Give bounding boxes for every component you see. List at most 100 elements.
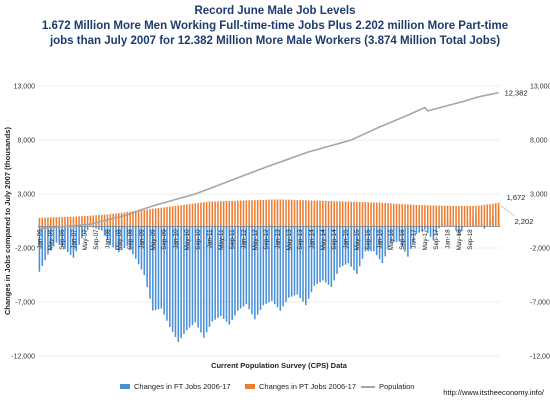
- pt-bar: [251, 200, 253, 227]
- ft-bar: [117, 226, 120, 253]
- pt-bar: [95, 215, 97, 227]
- pt-bar: [322, 200, 324, 227]
- ft-bar: [367, 226, 369, 252]
- pt-bar: [341, 201, 344, 227]
- pt-bar: [443, 205, 446, 227]
- pt-bar: [424, 205, 426, 227]
- legend-swatch-pt: [245, 384, 255, 389]
- pt-bar: [319, 200, 321, 227]
- ft-bar: [188, 226, 191, 328]
- ft-bar: [305, 226, 307, 306]
- ft-bar: [75, 226, 78, 252]
- ft-bar: [432, 226, 435, 241]
- ft-bar: [259, 226, 262, 310]
- ft-bar: [296, 226, 299, 295]
- pt-bar: [256, 200, 259, 227]
- x-tick-label: May-11: [218, 229, 225, 250]
- ft-bar: [333, 226, 335, 281]
- pt-bar: [52, 217, 55, 227]
- ft-bar: [66, 226, 69, 252]
- pt-bar: [432, 205, 435, 227]
- pt-bar: [415, 204, 418, 227]
- pt-bar: [390, 203, 392, 227]
- pt-bar: [228, 200, 231, 227]
- pt-bar: [152, 208, 154, 227]
- ft-bar: [180, 226, 182, 338]
- pt-bar: [307, 200, 310, 227]
- pt-bar: [271, 199, 273, 227]
- ft-bar: [86, 226, 89, 231]
- pt-bar: [489, 204, 491, 227]
- ft-bar: [273, 226, 276, 305]
- x-tick-label: Sep-12: [263, 229, 270, 250]
- pt-bar: [426, 205, 429, 227]
- pt-bar: [276, 199, 279, 227]
- x-tick-label: Jan-07: [70, 229, 77, 249]
- x-tick-label: May-17: [422, 229, 429, 250]
- pt-bar: [472, 205, 474, 227]
- ft-bar: [401, 226, 403, 247]
- pt-bar: [109, 214, 112, 227]
- pt-bar: [171, 206, 174, 227]
- y-tick-label-left: 13,000: [14, 84, 36, 91]
- pt-bar: [259, 199, 262, 227]
- ft-bar: [174, 226, 177, 337]
- ft-bar: [112, 226, 114, 248]
- pt-bar: [41, 217, 44, 227]
- pt-bar: [248, 200, 250, 227]
- pt-bar: [183, 204, 185, 227]
- pt-bar: [333, 201, 335, 227]
- pt-bar: [273, 199, 276, 227]
- x-tick-label: May-13: [286, 229, 293, 250]
- pt-bar: [395, 203, 398, 227]
- pt-bar: [44, 217, 46, 227]
- chart-title: Record June Male Job Levels: [194, 5, 356, 17]
- pt-bar: [115, 213, 117, 227]
- source-link[interactable]: http://www.itstheeconomy.info/: [443, 388, 544, 397]
- pt-bar: [370, 202, 372, 227]
- pt-bar: [49, 217, 52, 227]
- ft-bar: [426, 226, 429, 234]
- ft-bar: [214, 226, 216, 320]
- ft-bar: [290, 226, 293, 297]
- ft-bar: [381, 226, 384, 264]
- x-tick-label: Sep-17: [433, 229, 440, 250]
- ft-bar: [254, 226, 256, 320]
- ft-bar: [194, 226, 197, 323]
- ft-bar: [115, 226, 117, 250]
- x-tick-label: Sep-14: [331, 229, 338, 250]
- pt-bar: [310, 200, 313, 227]
- ft-bar: [310, 226, 313, 293]
- ft-bar: [58, 226, 61, 245]
- ft-bar: [429, 226, 432, 237]
- ft-bar: [177, 226, 180, 342]
- ft-bar: [387, 226, 389, 250]
- pt-bar: [494, 203, 497, 227]
- pt-bar: [66, 216, 69, 227]
- ft-bar: [200, 226, 202, 333]
- x-tick-label: May-14: [320, 229, 327, 250]
- ft-bar: [160, 226, 163, 309]
- pt-bar: [98, 215, 100, 227]
- legend-swatch-ft: [120, 384, 130, 389]
- pt-bar: [166, 206, 168, 227]
- y-tick-label-left: 3,000: [17, 192, 35, 199]
- ft-bar: [307, 226, 310, 299]
- x-tick-label: Jan-13: [275, 229, 282, 249]
- pt-bar: [412, 204, 415, 227]
- ft-bar: [330, 226, 333, 287]
- pt-bar: [356, 201, 358, 227]
- pt-bar: [265, 199, 267, 227]
- pt-bar: [435, 205, 438, 227]
- pt-bar: [191, 203, 194, 227]
- x-tick-label: Sep-10: [195, 229, 202, 250]
- y-tick-label-right: -7,000: [530, 300, 550, 307]
- ft-bar: [407, 226, 409, 257]
- ft-bar: [152, 226, 154, 311]
- x-tick-label: May-18: [456, 229, 463, 250]
- pt-bar: [262, 199, 265, 227]
- ft-bar: [169, 226, 171, 327]
- ft-bar: [234, 226, 236, 316]
- y-tick-label-right: 13,000: [530, 84, 550, 91]
- pt-bar: [438, 205, 440, 227]
